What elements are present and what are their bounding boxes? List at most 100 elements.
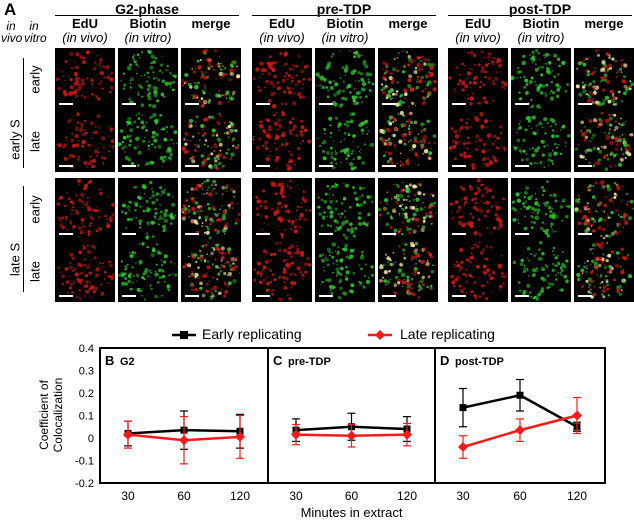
legend-swatches: [172, 330, 392, 340]
microscopy-image: [574, 110, 634, 172]
panel-letter: D: [440, 353, 449, 368]
scale-bar: [59, 233, 73, 235]
microscopy-image: [378, 240, 438, 302]
side-label-late-s: late S: [7, 242, 23, 277]
scale-bar: [319, 165, 333, 167]
scale-bar: [515, 295, 529, 297]
column-header: merge: [175, 17, 247, 31]
microscopy-image: [315, 178, 375, 240]
data-point: [572, 410, 582, 421]
side-bracket-late-s: [23, 186, 24, 292]
scale-bar: [578, 233, 592, 235]
column-header: Biotin (in vitro): [505, 17, 577, 45]
speckle-pattern: [182, 242, 241, 301]
microscopy-image: [118, 110, 178, 172]
speckle-pattern: [55, 50, 114, 105]
scale-bar: [59, 165, 73, 167]
speckle-pattern: [574, 111, 634, 171]
speckle-pattern: [450, 241, 508, 301]
scale-bar: [59, 103, 73, 105]
column-subtitle: (in vitro): [517, 30, 565, 45]
data-point: [458, 442, 468, 452]
column-header: merge: [568, 17, 634, 31]
scale-bar: [185, 165, 199, 167]
speckle-pattern: [315, 50, 375, 108]
y-tick-label: 0.1: [79, 411, 94, 423]
legend-early-marker: [180, 331, 188, 339]
column-header: merge: [372, 17, 444, 31]
chart-frame: [434, 347, 606, 484]
data-point: [515, 425, 525, 436]
legend-late-label: Late replicating: [400, 326, 495, 342]
side-label-in-vivo: in vivo: [1, 19, 23, 45]
y-tick-label: 0.2: [79, 388, 94, 400]
microscopy-image: [315, 240, 375, 302]
data-point: [235, 431, 245, 442]
microscopy-image: [448, 110, 508, 172]
data-point: [123, 429, 133, 440]
microscopy-image: [181, 178, 241, 240]
column-name: merge: [584, 16, 624, 31]
column-name: Biotin: [129, 16, 167, 31]
microscopy-image: [55, 240, 115, 302]
y-tick-label: 0: [88, 433, 94, 445]
microscopy-image: [448, 48, 508, 110]
scale-bar: [122, 165, 136, 167]
scale-bar: [452, 295, 466, 297]
column-name: Biotin: [326, 16, 364, 31]
speckle-pattern: [317, 112, 375, 171]
microscopy-image: [448, 178, 508, 240]
scale-bar: [578, 103, 592, 105]
scale-bar: [256, 295, 270, 297]
speckle-pattern: [449, 178, 505, 237]
microscopy-image: [574, 48, 634, 110]
group-underline: [448, 15, 632, 16]
y-axis-label: Coefficient of Colocalization: [37, 378, 65, 453]
data-point: [459, 404, 467, 412]
x-tick-label: 60: [513, 489, 527, 503]
side-bracket-early-s: [23, 58, 24, 168]
y-tick-label: -0.1: [75, 456, 94, 468]
x-tick-label: 120: [567, 489, 587, 503]
speckle-pattern: [513, 115, 571, 168]
speckle-pattern: [118, 112, 178, 167]
scale-bar: [256, 165, 270, 167]
microscopy-image: [252, 240, 312, 302]
scale-bar: [515, 165, 529, 167]
group-title: post-TDP: [508, 1, 572, 17]
speckle-pattern: [448, 112, 507, 170]
data-point: [291, 429, 301, 440]
speckle-pattern: [181, 112, 240, 170]
speckle-pattern: [120, 49, 178, 109]
speckle-pattern: [253, 241, 312, 302]
chart-title: post-TDP: [455, 356, 504, 368]
microscopy-image: [448, 240, 508, 302]
scale-bar: [319, 103, 333, 105]
speckle-pattern: [316, 182, 374, 240]
scale-bar: [382, 295, 396, 297]
scale-bar: [382, 103, 396, 105]
scale-bar: [59, 295, 73, 297]
side-label-in-vitro: in vitro: [24, 19, 47, 45]
microscopy-image: [55, 110, 115, 172]
microscopy-image: [252, 48, 312, 110]
speckle-pattern: [56, 178, 115, 238]
microscopy-image: [181, 240, 241, 302]
speckle-pattern: [448, 50, 508, 106]
row-label: late: [27, 131, 43, 152]
column-header: Biotin (in vitro): [112, 17, 184, 45]
x-tick-label: 60: [177, 489, 191, 503]
speckle-pattern: [511, 180, 571, 238]
x-axis-label: Minutes in extract: [301, 505, 403, 520]
x-tick-label: 30: [121, 489, 135, 503]
scale-bar: [319, 233, 333, 235]
panel-letter: B: [105, 353, 114, 368]
column-name: Biotin: [522, 16, 560, 31]
microscopy-image: [378, 110, 438, 172]
speckle-pattern: [181, 178, 241, 240]
column-subtitle: (in vivo): [62, 30, 108, 45]
microscopy-image: [378, 48, 438, 110]
speckle-pattern: [318, 242, 374, 300]
speckle-pattern: [575, 48, 634, 107]
speckle-pattern: [378, 181, 438, 236]
